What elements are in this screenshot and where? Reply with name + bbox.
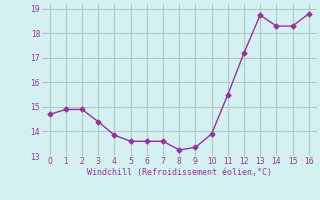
X-axis label: Windchill (Refroidissement éolien,°C): Windchill (Refroidissement éolien,°C) bbox=[87, 168, 272, 177]
